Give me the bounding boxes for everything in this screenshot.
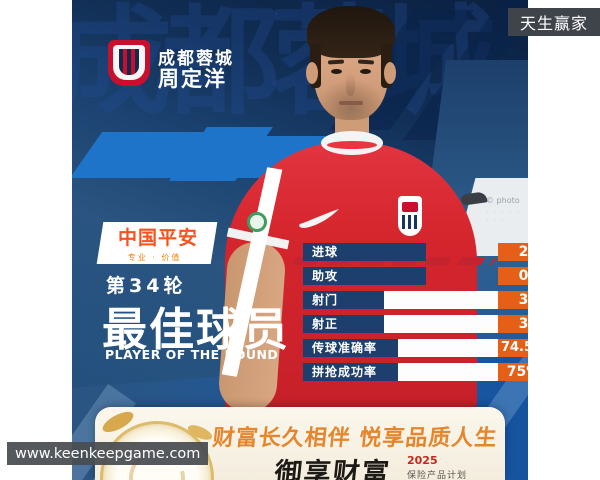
sponsor-tagline: 专业 · 价值 <box>127 253 182 262</box>
site-watermark: www.keenkeepgame.com <box>7 442 208 465</box>
stat-value: 3 <box>498 315 528 333</box>
award-title-en: PLAYER OF THE ROUND <box>105 347 279 362</box>
nike-swoosh-icon <box>298 208 340 230</box>
stat-bar-white <box>384 291 498 309</box>
stat-label: 传球准确率 <box>303 339 398 357</box>
photo-credit-caption: · · · · · · · · <box>486 210 522 224</box>
stat-bar-white <box>398 339 498 357</box>
club-crest-icon <box>108 40 150 86</box>
jersey-collar-trim <box>324 138 380 152</box>
ad-year-mark: 2025 <box>407 454 438 467</box>
stat-value: 0 <box>498 267 528 285</box>
stat-bar-white <box>384 315 498 333</box>
stat-value: 3 <box>498 291 528 309</box>
stat-label: 射门 <box>303 291 384 309</box>
player-stubble <box>318 78 384 120</box>
jersey-crest-stripes <box>402 215 418 229</box>
stat-label: 拼抢成功率 <box>303 363 398 381</box>
award-title-cn: 最佳球员 <box>102 303 291 356</box>
ad-product-name: 御享财富 <box>273 458 393 480</box>
league-patch-icon <box>247 212 267 232</box>
stat-row: 射正 3 <box>303 315 528 333</box>
jersey-crest-detail <box>402 202 418 212</box>
player-mouth <box>339 101 363 105</box>
player-eye <box>331 69 342 74</box>
stat-value: 74.5% <box>498 339 528 357</box>
stat-row: 射门 3 <box>303 291 528 309</box>
sponsor-box: 中国平安 专业 · 价值 <box>96 222 218 264</box>
player-ear <box>306 62 318 84</box>
stat-row: 进球 2 <box>303 243 528 261</box>
poster-graphic: 成都蓉城 © photo · · · · · · · · <box>72 0 528 480</box>
stat-label: 射正 <box>303 315 384 333</box>
stat-row: 助攻 0 <box>303 267 528 285</box>
player-nose <box>346 72 355 96</box>
stat-label: 助攻 <box>303 267 426 285</box>
player-name: 周定洋 <box>158 67 227 91</box>
player-eye <box>360 69 371 74</box>
ad-headline: 财富长久相伴 悦享品质人生 <box>211 426 499 451</box>
round-label: 第34轮 <box>106 275 187 297</box>
corner-badge: 天生赢家 <box>508 8 600 36</box>
ad-subtitle: 保险产品计划 <box>407 471 468 480</box>
stat-bar-white <box>398 363 498 381</box>
club-name: 成都蓉城 <box>158 49 234 69</box>
stat-row: 传球准确率 74.5% <box>303 339 528 357</box>
player-ear <box>384 62 396 84</box>
photo-credit: © photo <box>486 196 520 205</box>
player-hair <box>307 6 395 58</box>
stat-value: 2 <box>498 243 528 261</box>
stat-row: 拼抢成功率 75% <box>303 363 528 381</box>
stat-label: 进球 <box>303 243 426 261</box>
stat-value: 75% <box>498 363 528 381</box>
sponsor-name: 中国平安 <box>118 227 199 249</box>
